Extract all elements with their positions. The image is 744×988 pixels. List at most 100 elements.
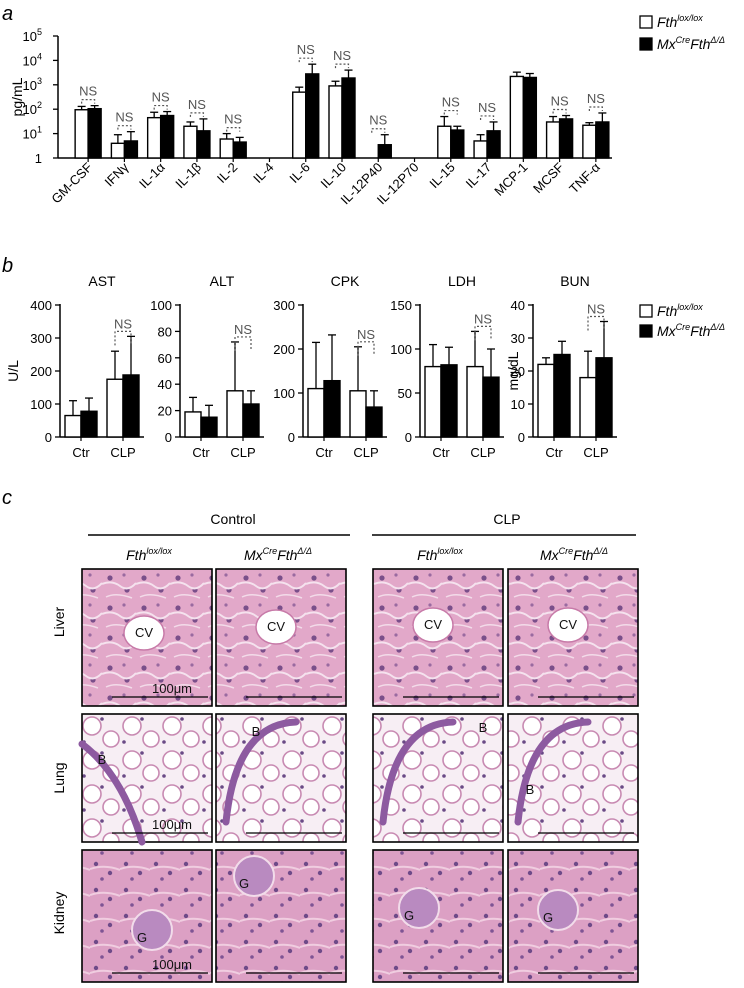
a-ns-label: NS (587, 91, 605, 106)
a-bar-mutant (87, 107, 102, 159)
b-ns-bracket (234, 336, 252, 351)
b-ytick-label: 40 (158, 377, 172, 392)
a-bar-control (146, 116, 162, 159)
col-label-4: MxCreFthΔ/Δ (540, 546, 608, 563)
row-label-lung: Lung (51, 762, 67, 793)
b-ytick-label: 0 (288, 430, 295, 445)
central-vein-shape (547, 607, 589, 643)
a-xtick-label: IL-6 (286, 160, 312, 186)
row-label-liver: Liver (51, 606, 67, 637)
b-xtick-label: CLP (110, 445, 135, 460)
b-bar-control (307, 387, 325, 438)
a-ytick-label: 101 (23, 125, 42, 142)
a-ytick-label: 105 (23, 27, 42, 44)
a-bar-control (509, 75, 525, 159)
a-ns-label: NS (224, 112, 242, 127)
b-xtick-label: Ctr (72, 445, 90, 460)
a-ns-bracket (371, 128, 386, 133)
b-ns-label: NS (357, 327, 375, 342)
b-ytick-label: 0 (405, 430, 412, 445)
a-bar-control (473, 140, 488, 159)
col-label-3: Fthlox/lox (417, 546, 463, 563)
a-bar-mutant (522, 76, 538, 159)
a-xtick-label: IL-10 (318, 160, 350, 192)
a-ns-label: NS (442, 95, 460, 110)
a-y-label: pg/mL (9, 77, 25, 116)
bronchiole-epithelium (379, 718, 457, 826)
a-xtick-label: IL-15 (426, 160, 458, 192)
a-bar-mutant (123, 140, 139, 159)
a-ns-label: NS (79, 84, 97, 99)
row-label-kidney: Kidney (51, 892, 67, 935)
a-ns-label: NS (369, 113, 387, 128)
micrograph-kidney-2: G (215, 849, 347, 983)
b-bar-mutant (80, 410, 98, 438)
a-xtick-label: IL-17 (463, 160, 495, 192)
a-xtick-label: IL-2 (214, 160, 240, 186)
glomerulus-shape (131, 909, 173, 951)
micrograph-lung-4: B (507, 713, 639, 843)
a-bar-mutant (377, 144, 392, 159)
b-bar-mutant (122, 374, 140, 438)
a-bar-mutant (232, 141, 247, 159)
a-bar-mutant (159, 114, 175, 159)
a-ns-bracket (153, 104, 168, 110)
micrograph-structure-label: B (252, 724, 261, 739)
a-ns-label: NS (551, 94, 569, 109)
legend-mutant-label: MxCreFthΔ/Δ (657, 35, 725, 52)
b-ytick-label: 300 (273, 298, 295, 313)
b-ytick-label: 0 (45, 430, 52, 445)
b-chart-title: ALT (210, 273, 235, 289)
a-ns-bracket (81, 99, 96, 104)
micrograph-structure-label: B (479, 720, 488, 735)
b-ytick-label: 60 (158, 351, 172, 366)
micrograph-structure-label: CV (135, 625, 153, 640)
legend-b-control-label: Fthlox/lox (657, 302, 703, 319)
a-bar-mutant (486, 130, 501, 159)
central-vein-shape (412, 607, 454, 643)
a-ytick-label: 102 (23, 100, 42, 117)
b-bar-control (424, 365, 442, 438)
a-ytick-label: 103 (23, 76, 42, 93)
serum-marker-charts: AST0100200300400U/LCtrNSCLPALT0204060801… (5, 273, 617, 460)
b-ytick-label: 200 (273, 342, 295, 357)
b-ytick-label: 80 (158, 324, 172, 339)
a-xtick-label: MCSF (530, 159, 567, 196)
a-ns-bracket (552, 108, 567, 114)
legend-b-control-swatch (639, 304, 653, 318)
a-xtick-label: GM-CSF (48, 159, 95, 206)
b-ytick-label: 300 (30, 331, 52, 346)
group-label-clp: CLP (493, 511, 520, 527)
b-ytick-label: 50 (398, 386, 412, 401)
a-bar-control (582, 124, 597, 159)
micrograph-lung-3: B (372, 713, 504, 843)
glomerulus-shape (537, 889, 579, 931)
b-bar-mutant (200, 416, 218, 438)
micrograph-kidney-3: G (372, 849, 504, 983)
micrograph-structure-label: CV (424, 617, 442, 632)
a-xtick-label: IL-1β (172, 160, 204, 192)
b-xtick-label: Ctr (432, 445, 450, 460)
b-xtick-label: Ctr (545, 445, 563, 460)
micrograph-liver-1: CV 100μm (81, 568, 213, 707)
b-ns-label: NS (474, 311, 492, 326)
glomerulus-shape (398, 887, 440, 929)
b-xtick-label: Ctr (192, 445, 210, 460)
b-bar-mutant (595, 357, 613, 438)
a-ns-bracket (479, 115, 495, 120)
b-ns-label: NS (234, 322, 252, 337)
b-ytick-label: 20 (158, 404, 172, 419)
micrograph-structure-label: G (137, 930, 147, 945)
a-ns-label: NS (478, 100, 496, 115)
a-bar-control (110, 142, 126, 159)
b-ns-bracket (474, 325, 492, 341)
col-label-2: MxCreFthΔ/Δ (244, 546, 312, 563)
b-bar-control (184, 411, 202, 438)
b-xtick-label: CLP (470, 445, 495, 460)
a-ns-bracket (334, 63, 350, 69)
b-ytick-label: 40 (511, 298, 525, 313)
b-ns-bracket (587, 315, 605, 331)
b-ns-bracket (114, 330, 132, 346)
a-bar-mutant (305, 73, 320, 159)
legend-b-mutant-swatch (639, 324, 653, 338)
